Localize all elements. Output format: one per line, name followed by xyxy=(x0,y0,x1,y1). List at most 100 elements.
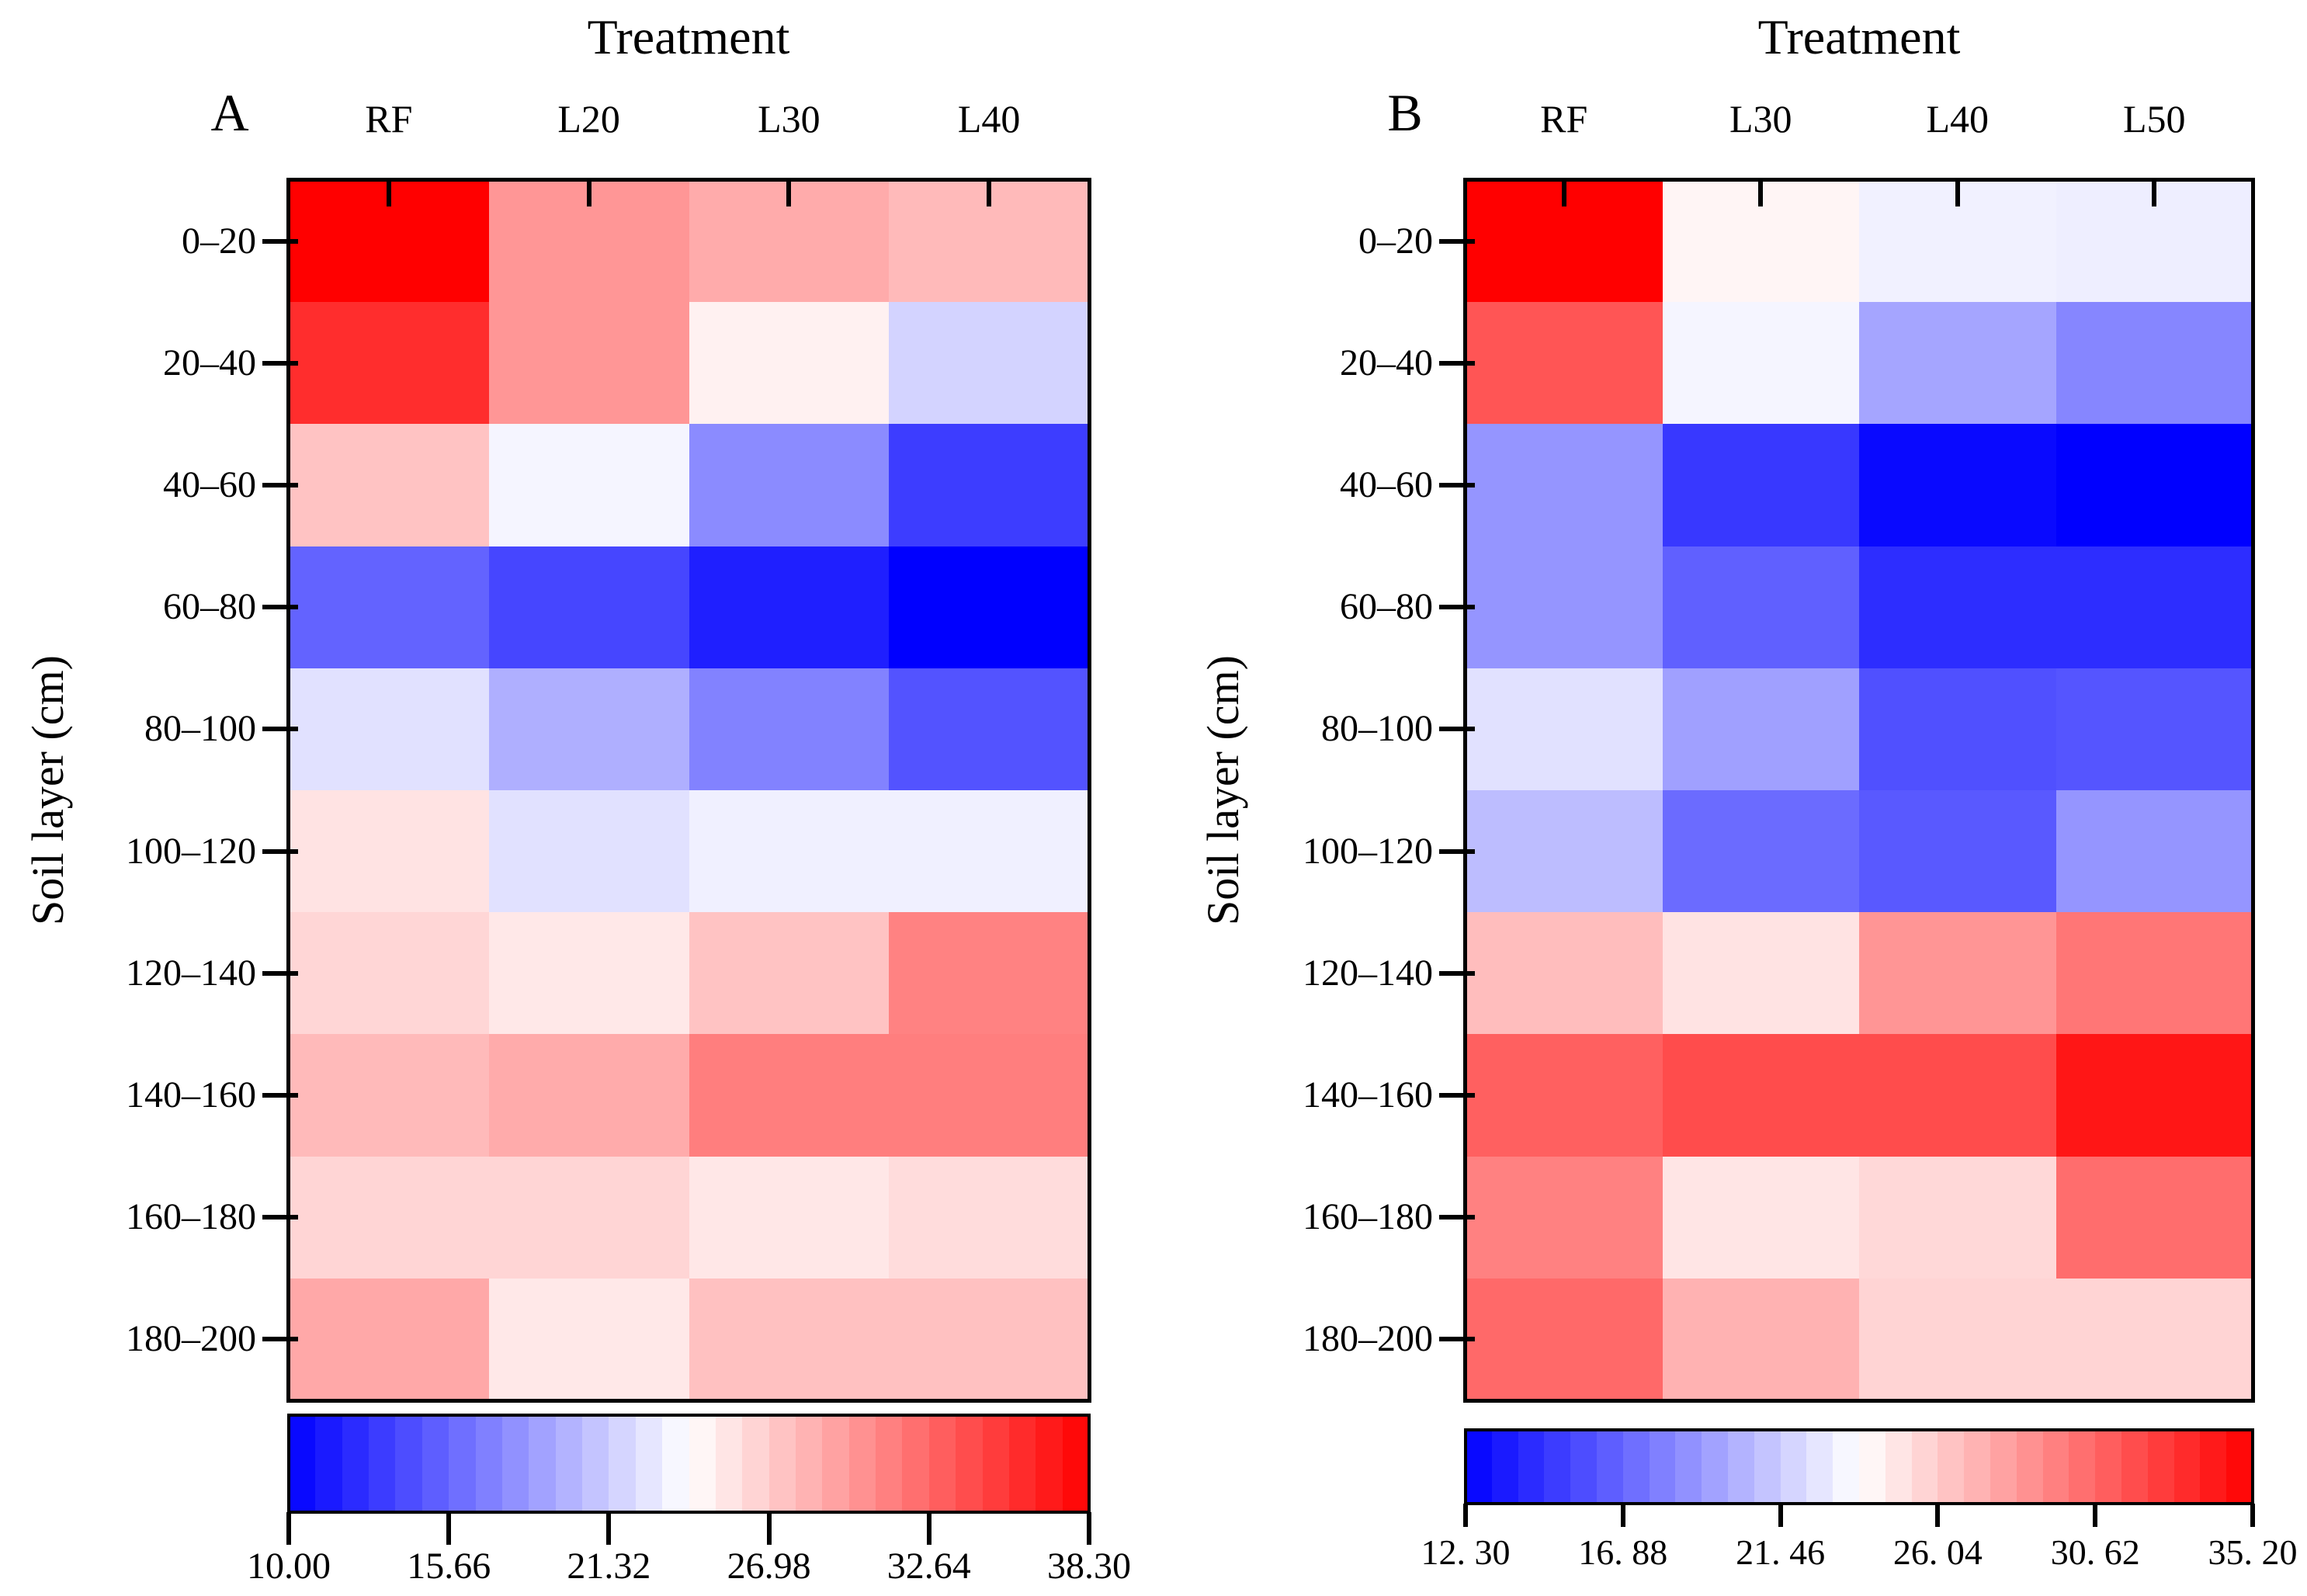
y-tick xyxy=(262,238,298,244)
colorbar-tick xyxy=(1087,1512,1091,1545)
column-label: RF xyxy=(1540,97,1588,141)
colorbar-segment xyxy=(2069,1430,2096,1504)
heatmap-cell xyxy=(1466,424,1663,547)
colorbar-segment xyxy=(689,1415,716,1512)
heatmap-cell xyxy=(689,1156,890,1279)
colorbar-tick-label: 12. 30 xyxy=(1421,1532,1511,1572)
heatmap-cell xyxy=(488,1278,690,1401)
heatmap-cell xyxy=(689,1278,890,1401)
row-label: 180–200 xyxy=(126,1318,256,1360)
heatmap-cell xyxy=(889,668,1090,791)
colorbar-tick xyxy=(606,1512,612,1545)
soil-layer-axis-title: Soil layer (cm) xyxy=(1198,655,1248,925)
column-label: L40 xyxy=(957,97,1021,141)
colorbar-segment xyxy=(2147,1430,2175,1504)
colorbar-segment xyxy=(956,1415,984,1512)
y-tick xyxy=(1439,238,1475,244)
x-tick xyxy=(1955,180,1960,206)
colorbar-segment xyxy=(315,1415,343,1512)
colorbar-tick-label: 15.66 xyxy=(407,1546,491,1587)
colorbar-segment xyxy=(662,1415,690,1512)
colorbar-tick xyxy=(286,1512,291,1545)
y-tick xyxy=(1439,1215,1475,1220)
colorbar-tick-label: 21.32 xyxy=(567,1546,651,1587)
colorbar-tick-label: 21. 46 xyxy=(1736,1532,1826,1572)
colorbar-segment xyxy=(1754,1430,1781,1504)
heatmap-cell xyxy=(689,424,890,547)
colorbar-segment xyxy=(1990,1430,2017,1504)
colorbar-segment xyxy=(795,1415,824,1512)
y-tick xyxy=(1439,483,1475,487)
row-label: 100–120 xyxy=(126,830,256,872)
colorbar-segment xyxy=(529,1415,557,1512)
colorbar-tick-label: 35. 20 xyxy=(2208,1532,2298,1572)
heatmap-cell xyxy=(2055,302,2253,425)
colorbar-tick-label: 32.64 xyxy=(886,1546,971,1587)
y-tick xyxy=(1439,1337,1475,1342)
heatmap-cell xyxy=(2055,546,2253,669)
colorbar-segment xyxy=(982,1415,1010,1512)
heatmap-cell xyxy=(1662,302,1860,425)
colorbar-segment xyxy=(369,1415,397,1512)
row-label: 140–160 xyxy=(126,1074,256,1115)
colorbar-segment xyxy=(1885,1430,1913,1504)
heatmap-cell xyxy=(889,1278,1090,1401)
heatmap-cell xyxy=(2055,1156,2253,1279)
heatmap-cell xyxy=(1859,546,2057,669)
y-tick xyxy=(1439,970,1475,976)
y-tick xyxy=(1439,848,1475,854)
heatmap-cell xyxy=(1662,1278,1860,1401)
heatmap-cell xyxy=(1859,1278,2057,1401)
row-label: 20–40 xyxy=(163,342,256,383)
colorbar-segment xyxy=(1062,1415,1090,1512)
heatmap-cell xyxy=(289,424,490,547)
colorbar-segment xyxy=(768,1415,796,1512)
colorbar-tick xyxy=(926,1512,931,1545)
row-label: 120–140 xyxy=(1303,952,1433,994)
heatmap-cell xyxy=(1466,1034,1663,1157)
heatmap-cell xyxy=(1662,1034,1860,1157)
colorbar-segment xyxy=(1597,1430,1624,1504)
heatmap-cell xyxy=(889,912,1090,1036)
row-label: 120–140 xyxy=(126,952,256,994)
colorbar-tick-label: 30. 62 xyxy=(2050,1532,2140,1572)
colorbar-segment xyxy=(2226,1430,2253,1504)
column-label: RF xyxy=(365,97,413,141)
colorbar-segment xyxy=(475,1415,503,1512)
y-tick xyxy=(262,970,298,976)
colorbar-segment xyxy=(1544,1430,1571,1504)
heatmap-cell xyxy=(289,302,490,425)
colorbar-segment xyxy=(902,1415,930,1512)
heatmap-cell xyxy=(889,790,1090,913)
colorbar-tick xyxy=(1620,1504,1625,1527)
colorbar-segment xyxy=(715,1415,744,1512)
heatmap-cell xyxy=(2055,1278,2253,1401)
y-tick xyxy=(262,727,298,732)
heatmap-cell xyxy=(1466,912,1663,1036)
y-tick xyxy=(1439,1093,1475,1098)
heatmap-cell xyxy=(289,1278,490,1401)
colorbar-segment xyxy=(1675,1430,1702,1504)
heatmap-cell xyxy=(1466,790,1663,913)
colorbar-tick-label: 10.00 xyxy=(247,1546,331,1587)
heatmap-cell xyxy=(289,912,490,1036)
heatmap-cell xyxy=(2055,790,2253,913)
heatmap-cell xyxy=(289,668,490,791)
row-label: 100–120 xyxy=(1303,830,1433,872)
heatmap-cell xyxy=(689,302,890,425)
heatmap-cell xyxy=(1859,668,2057,791)
colorbar-segment xyxy=(1911,1430,1939,1504)
colorbar-segment xyxy=(1833,1430,1860,1504)
colorbar-tick-label: 26. 04 xyxy=(1892,1532,1983,1572)
colorbar-segment xyxy=(742,1415,770,1512)
x-tick xyxy=(1561,180,1566,206)
row-label: 40–60 xyxy=(1340,464,1433,505)
heatmap-cell xyxy=(488,424,690,547)
colorbar-tick-label: 26.98 xyxy=(727,1546,811,1587)
colorbar-segment xyxy=(555,1415,583,1512)
treatment-axis-title: Treatment xyxy=(587,9,790,64)
colorbar-segment xyxy=(395,1415,423,1512)
x-tick xyxy=(586,180,591,206)
colorbar-segment xyxy=(1622,1430,1650,1504)
column-label: L20 xyxy=(557,97,620,141)
